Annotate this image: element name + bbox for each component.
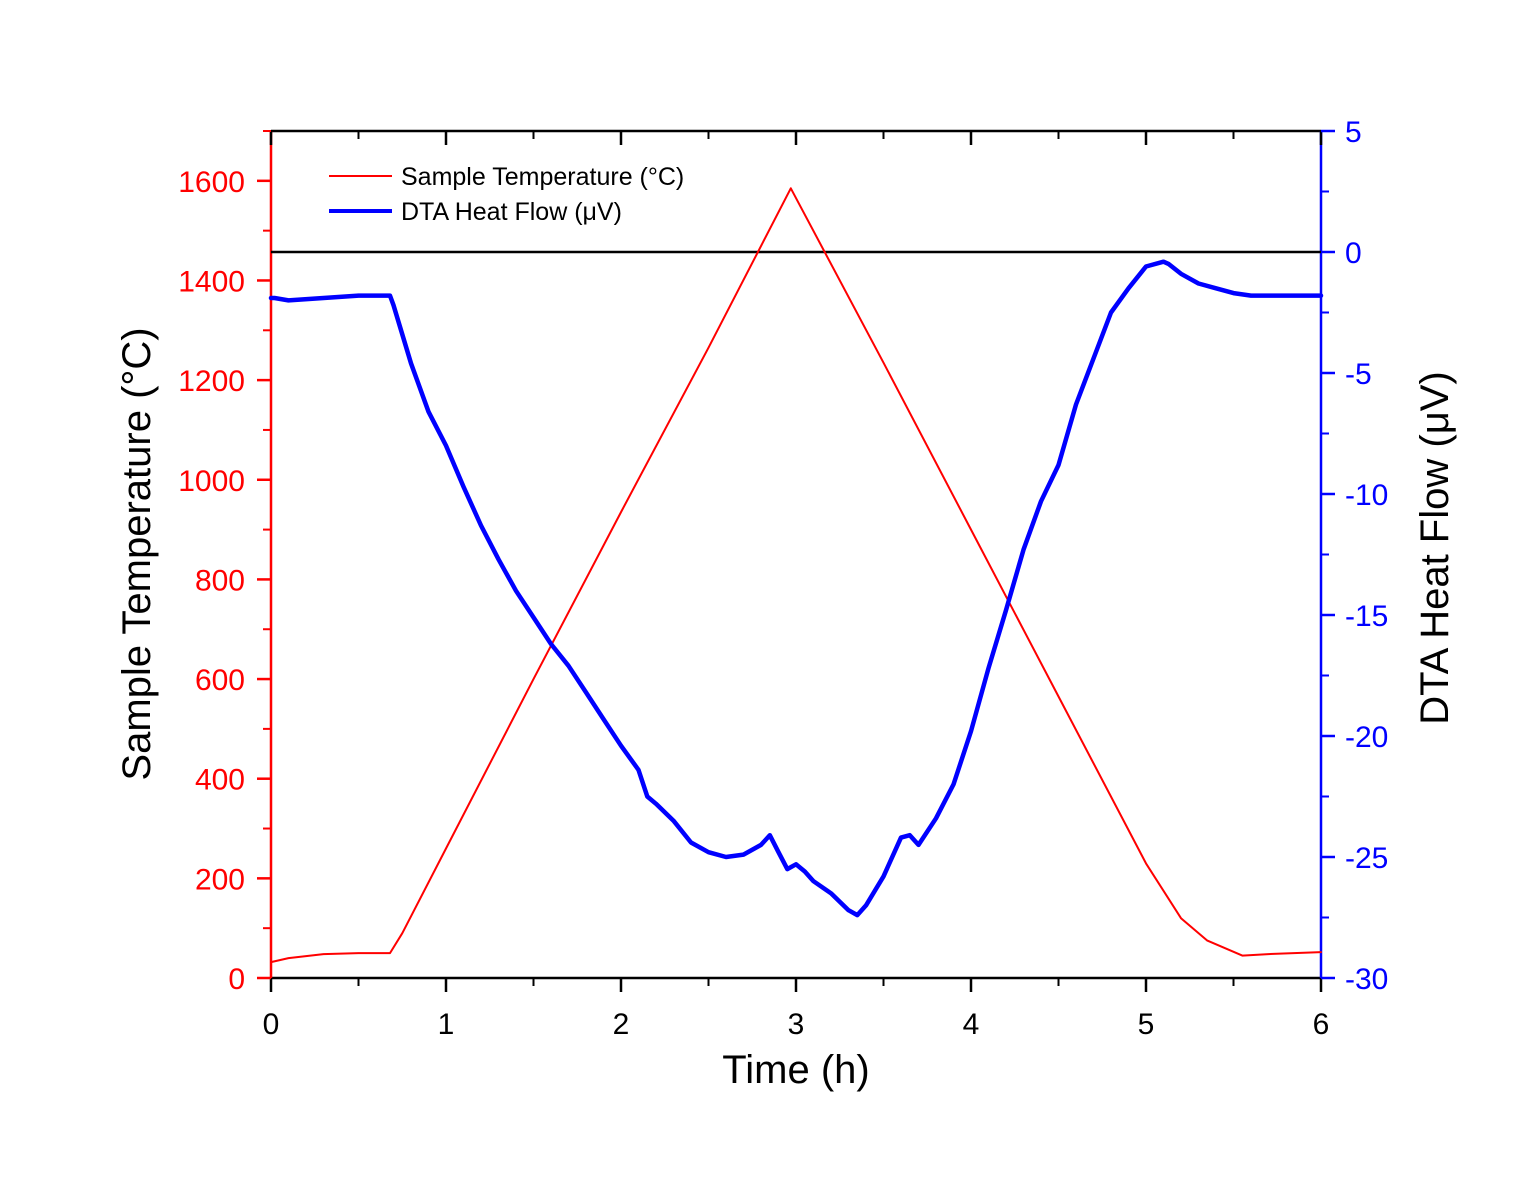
y-left-tick-label: 1000: [178, 465, 245, 498]
x-tick-label: 3: [788, 1008, 805, 1041]
y-left-tick-label: 1200: [178, 365, 245, 398]
x-tick-label: 4: [963, 1008, 980, 1041]
y-right-tick-label: 5: [1345, 116, 1362, 149]
y-left-tick-label: 600: [195, 664, 245, 697]
y-axis-right-title: DTA Heat Flow (μV): [1413, 371, 1457, 724]
y-right-tick-label: 0: [1345, 237, 1362, 270]
x-tick-label: 6: [1313, 1008, 1330, 1041]
y-right-tick-label: -10: [1345, 479, 1388, 512]
y-left-tick-label: 0: [228, 963, 245, 996]
legend-heatflow-label: DTA Heat Flow (μV): [401, 198, 622, 226]
legend-temperature-label: Sample Temperature (°C): [401, 163, 684, 191]
y-left-tick-label: 800: [195, 564, 245, 597]
y-right-tick-label: -15: [1345, 600, 1388, 633]
y-left-tick-label: 400: [195, 764, 245, 797]
y-axis-left-title: Sample Temperature (°C): [115, 327, 159, 780]
y-right-tick-label: -20: [1345, 721, 1388, 754]
y-right-tick-label: -30: [1345, 963, 1388, 996]
heatflow-series-line: [268, 259, 1324, 918]
x-tick-label: 5: [1138, 1008, 1155, 1041]
temperature-series-line: [270, 187, 1322, 964]
y-left-tick-label: 200: [195, 863, 245, 896]
y-left-tick-label: 1400: [178, 265, 245, 298]
x-tick-label: 2: [613, 1008, 630, 1041]
y-right-tick-label: -5: [1345, 358, 1372, 391]
x-axis-title: Time (h): [722, 1048, 869, 1092]
x-tick-label: 0: [263, 1008, 280, 1041]
legend: Sample Temperature (°C) DTA Heat Flow (μ…: [329, 163, 684, 226]
x-tick-label: 1: [438, 1008, 455, 1041]
y-left-tick-label: 1600: [178, 166, 245, 199]
y-right-tick-label: -25: [1345, 842, 1388, 875]
